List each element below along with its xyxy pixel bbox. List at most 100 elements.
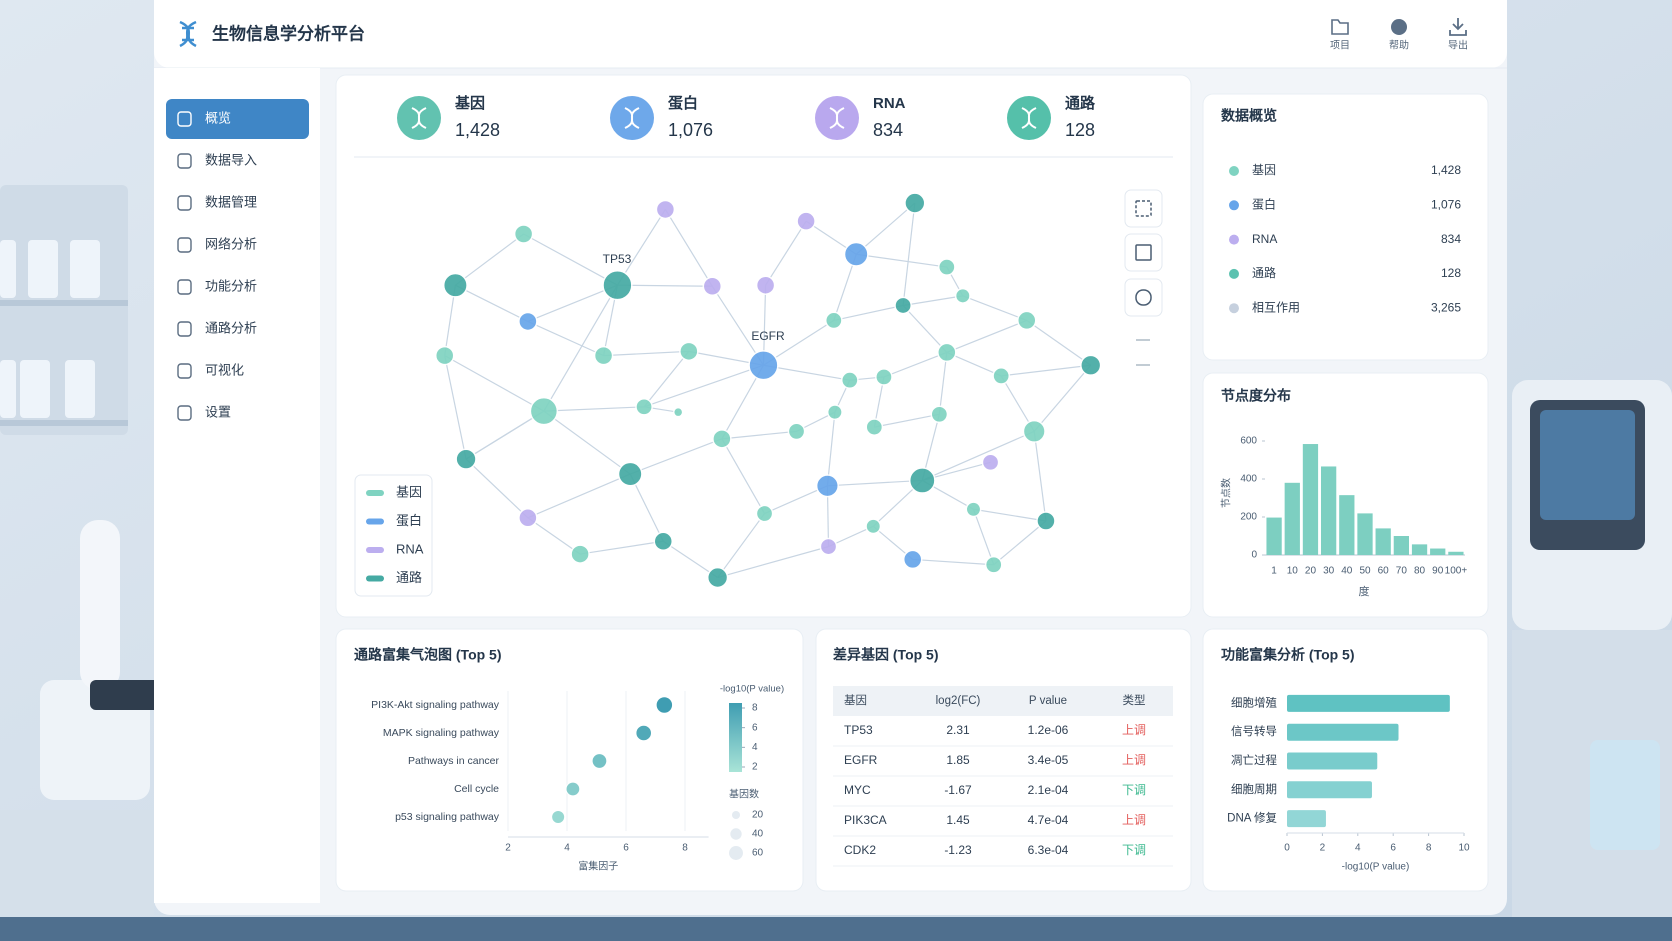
network-node: [843, 241, 869, 267]
network-edge: [902, 305, 948, 353]
x-tick-label: 6: [1390, 843, 1396, 854]
table-header-cell: 类型: [1123, 693, 1146, 707]
app-header: [154, 0, 1507, 68]
table-cell: 2.1e-04: [1028, 783, 1069, 797]
nav-label: 网络分析: [205, 236, 257, 251]
overview-value: 1,428: [1431, 163, 1461, 177]
network-edge: [938, 352, 948, 415]
table-header-bg: [833, 686, 1173, 716]
header-action[interactable]: 项目: [1330, 19, 1350, 52]
network-node: [434, 345, 455, 366]
network-edge: [643, 364, 764, 408]
tool-button-glyph: [1135, 289, 1152, 306]
network-legend: [354, 474, 433, 597]
panel-title: 数据概览: [1221, 108, 1277, 124]
network-node: [796, 211, 816, 231]
network-node: [787, 422, 806, 441]
network-edge: [643, 350, 690, 408]
y-tick-label: 凋亡过程: [1231, 753, 1277, 767]
network-edge: [1026, 319, 1092, 366]
bar: [1321, 466, 1337, 555]
network-node: [1022, 419, 1046, 443]
network-node: [984, 555, 1003, 574]
overview-label: 通路: [1252, 265, 1276, 280]
nav-item[interactable]: 数据管理: [177, 194, 257, 211]
nav-icon: [177, 363, 192, 379]
network-tool-button[interactable]: [1124, 233, 1163, 272]
nav-item[interactable]: 通路分析: [177, 320, 257, 337]
bar: [1287, 810, 1326, 828]
panel-card: [1202, 93, 1489, 361]
header-action[interactable]: 导出: [1448, 18, 1468, 52]
nav-item[interactable]: 数据导入: [177, 152, 257, 169]
y-tick-label: 细胞增殖: [1231, 695, 1277, 709]
network-node: [518, 508, 538, 528]
network-node: [672, 406, 684, 418]
table-cell: 上调: [1122, 723, 1146, 737]
chart-title: 功能富集分析 (Top 5): [1221, 647, 1355, 663]
network-edge: [603, 350, 689, 357]
network-edge: [856, 253, 947, 268]
bar: [1284, 482, 1300, 555]
colorbar: [729, 703, 742, 772]
bar: [1448, 551, 1464, 555]
network-edge: [993, 520, 1047, 566]
network-node: [1036, 511, 1056, 531]
legend-label: 通路: [396, 570, 422, 585]
network-edge: [1033, 364, 1092, 432]
network-node: [513, 224, 534, 244]
network-node: [518, 311, 538, 332]
y-tick-label: 400: [1240, 474, 1257, 485]
network-node: [748, 350, 779, 381]
network-edge: [717, 546, 829, 579]
network-edge: [721, 438, 766, 514]
x-tick-label: 70: [1396, 566, 1408, 577]
nav-item[interactable]: 功能分析: [177, 278, 257, 295]
x-axis-label: -log10(P value): [1342, 862, 1410, 873]
table-cell: CDK2: [844, 843, 876, 857]
network-node: [617, 461, 643, 487]
network-node: [706, 566, 729, 589]
stat-value: 128: [1065, 120, 1095, 140]
network-node: [937, 258, 956, 276]
network-node: [653, 531, 674, 552]
folder-icon: [1331, 19, 1349, 35]
network-node: [593, 345, 614, 366]
network-node: [992, 367, 1011, 385]
colorbar-tick-label: 2: [752, 762, 758, 773]
nav-icon: [177, 153, 192, 169]
network-edge: [902, 202, 916, 306]
network-node: [904, 192, 926, 214]
network-edge: [973, 508, 1047, 522]
nav-label: 概览: [205, 110, 231, 125]
overview-value: 128: [1441, 266, 1461, 280]
network-edge: [664, 209, 713, 287]
network-panel: 基因1,428蛋白1,076RNA834通路128TP53EGFR基因蛋白RNA…: [335, 74, 1192, 618]
network-node: [824, 311, 843, 330]
stat-value: 1,076: [668, 120, 713, 140]
tool-button-bg: [1124, 278, 1163, 317]
network-tool-button[interactable]: [1124, 189, 1163, 228]
size-legend-title: 基因数: [729, 788, 759, 801]
x-tick-label: 20: [1305, 566, 1317, 577]
network-edge: [972, 509, 995, 565]
network-tool-button[interactable]: [1124, 278, 1163, 317]
colorbar-title: -log10(P value): [720, 684, 784, 695]
x-axis-label: 富集因子: [578, 860, 618, 873]
nav-item[interactable]: 概览: [166, 99, 309, 139]
overview-dot: [1229, 303, 1239, 314]
network-edge: [883, 351, 948, 378]
header-action[interactable]: 帮助: [1389, 19, 1409, 52]
nav-item[interactable]: 可视化: [177, 362, 244, 379]
overview-label: 基因: [1252, 163, 1276, 177]
network-edge: [465, 458, 529, 519]
network-node: [455, 448, 477, 470]
nav-item[interactable]: 网络分析: [177, 236, 257, 253]
nav-icon: [177, 321, 192, 337]
bubble-panel: 通路富集气泡图 (Top 5) 2 4 6 8 富集因子 PI3K-Akt signalin…: [335, 628, 804, 892]
network-edge: [711, 285, 764, 366]
nav-item[interactable]: 设置: [177, 404, 231, 421]
stat-label: RNA: [873, 95, 906, 112]
